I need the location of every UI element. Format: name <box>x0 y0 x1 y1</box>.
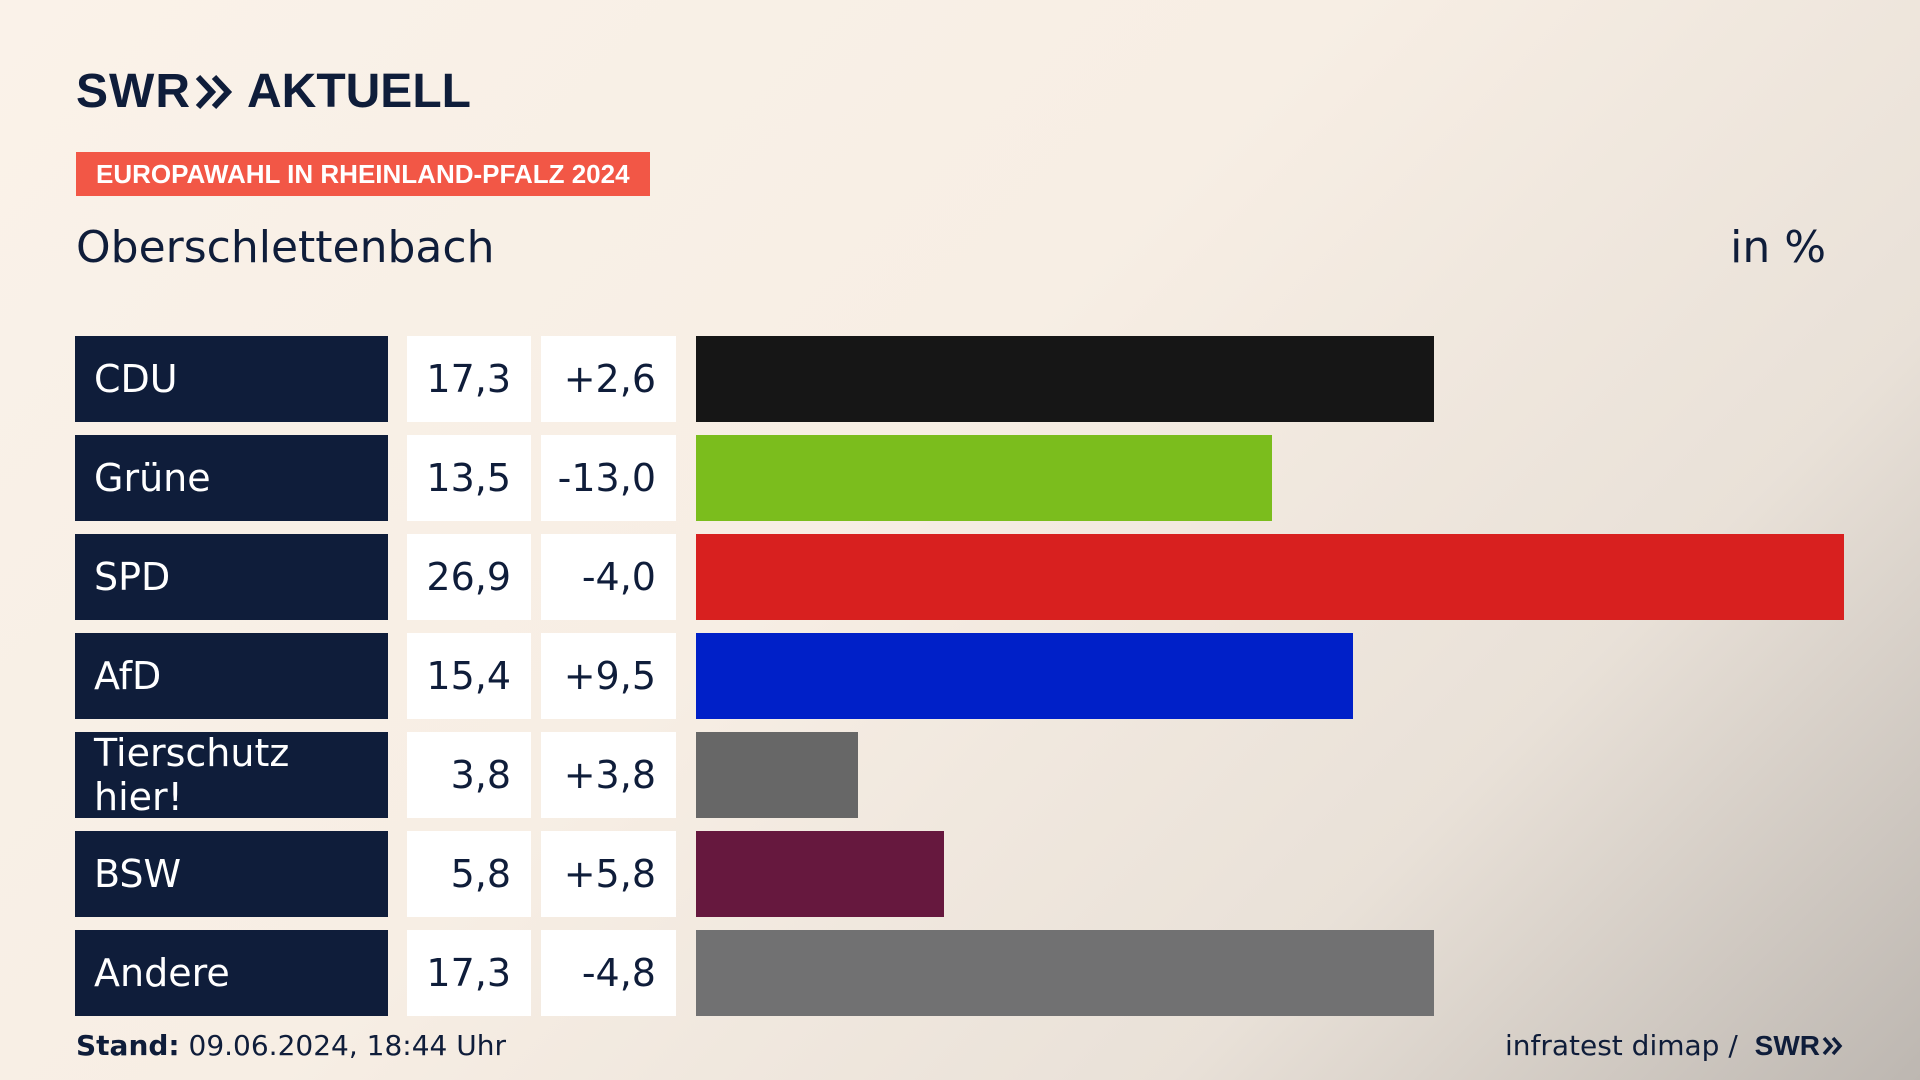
stand-label: Stand: <box>76 1029 180 1062</box>
result-bar <box>696 336 1434 422</box>
party-label: Grüne <box>75 435 388 521</box>
share-value: 26,9 <box>407 534 531 620</box>
logo-swr-text: SWR <box>76 65 191 118</box>
change-value: +2,6 <box>541 336 676 422</box>
share-value: 13,5 <box>407 435 531 521</box>
place-title: Oberschlettenbach <box>76 222 495 273</box>
change-value: +9,5 <box>541 633 676 719</box>
election-badge: EUROPAWAHL IN RHEINLAND-PFALZ 2024 <box>76 152 650 196</box>
result-bar <box>696 732 858 818</box>
party-row: CDU 17,3 +2,6 <box>0 336 1920 422</box>
result-bar <box>696 534 1844 620</box>
unit-label: in % <box>1730 222 1826 273</box>
footer-swr-logo: SWR <box>1754 1030 1820 1061</box>
result-bar <box>696 831 944 917</box>
party-label: Andere <box>75 930 388 1016</box>
timestamp: Stand: 09.06.2024, 18:44 Uhr <box>76 1028 506 1064</box>
source-credit: infratest dimap / SWR <box>1505 1028 1844 1064</box>
share-value: 17,3 <box>407 930 531 1016</box>
double-chevron-icon <box>195 74 233 110</box>
party-row: Grüne 13,5 -13,0 <box>0 435 1920 521</box>
party-row: AfD 15,4 +9,5 <box>0 633 1920 719</box>
party-row: BSW 5,8 +5,8 <box>0 831 1920 917</box>
party-row: Andere 17,3 -4,8 <box>0 930 1920 1016</box>
change-value: +5,8 <box>541 831 676 917</box>
share-value: 3,8 <box>407 732 531 818</box>
share-value: 17,3 <box>407 336 531 422</box>
share-value: 15,4 <box>407 633 531 719</box>
change-value: +3,8 <box>541 732 676 818</box>
swr-aktuell-logo: SWR AKTUELL <box>76 66 471 118</box>
party-label: BSW <box>75 831 388 917</box>
stand-value: 09.06.2024, 18:44 Uhr <box>179 1029 506 1062</box>
party-label: CDU <box>75 336 388 422</box>
result-bar <box>696 633 1353 719</box>
party-label: Tierschutz hier! <box>75 731 388 819</box>
party-label: SPD <box>75 534 388 620</box>
change-value: -4,8 <box>541 930 676 1016</box>
party-label: AfD <box>75 633 388 719</box>
share-value: 5,8 <box>407 831 531 917</box>
result-bar <box>696 435 1272 521</box>
source-text: infratest dimap / <box>1504 1029 1747 1062</box>
result-bar <box>696 930 1434 1016</box>
footer-double-chevron-icon <box>1822 1036 1843 1056</box>
logo-aktuell-text: AKTUELL <box>246 65 471 118</box>
party-row: SPD 26,9 -4,0 <box>0 534 1920 620</box>
change-value: -13,0 <box>541 435 676 521</box>
party-row: Tierschutz hier! 3,8 +3,8 <box>0 731 1920 819</box>
change-value: -4,0 <box>541 534 676 620</box>
